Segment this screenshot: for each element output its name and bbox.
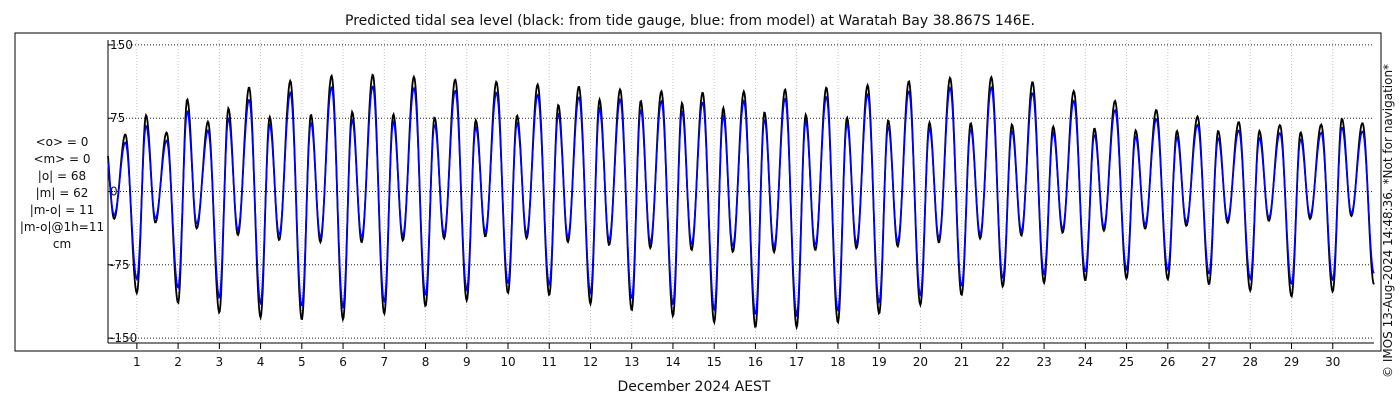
x-tick-label: 5 — [298, 355, 306, 369]
y-tick-label: 150 — [110, 38, 133, 52]
x-tick-label: 9 — [463, 355, 471, 369]
plot-area — [107, 73, 1375, 331]
x-tick-label: 22 — [995, 355, 1010, 369]
x-tick-label: 30 — [1325, 355, 1340, 369]
y-tick-label: -75 — [110, 258, 130, 272]
stat-mean-model: <m> = 0 — [33, 152, 90, 166]
x-axis-label: December 2024 AEST — [618, 379, 771, 395]
x-tick-label: 12 — [583, 355, 598, 369]
x-tick-label: 11 — [542, 355, 557, 369]
y-tick-label: 75 — [110, 111, 125, 125]
x-tick-label: 1 — [133, 355, 141, 369]
x-tick-label: 4 — [257, 355, 265, 369]
side-note: © IMOS 13-Aug-2024 14:48:36. *Not for na… — [1381, 64, 1395, 378]
series-line-model — [107, 85, 1375, 318]
stats-panel: <o> = 0 <m> = 0 |o| = 68 |m| = 62 |m-o| … — [20, 135, 104, 251]
series-line-observed — [107, 73, 1375, 331]
x-tick-label: 23 — [1036, 355, 1051, 369]
y-tick-label: 0 — [110, 185, 118, 199]
x-tick-label: 27 — [1201, 355, 1216, 369]
stat-abs-diff: |m-o| = 11 — [30, 203, 95, 217]
x-tick-label: 3 — [216, 355, 224, 369]
x-tick-label: 2 — [174, 355, 182, 369]
stat-abs-model: |m| = 62 — [36, 186, 89, 200]
x-tick-label: 25 — [1119, 355, 1134, 369]
stat-abs-diff-1h: |m-o|@1h=11 — [20, 220, 104, 234]
x-tick-label: 20 — [913, 355, 928, 369]
x-tick-label: 8 — [422, 355, 430, 369]
chart-title: Predicted tidal sea level (black: from t… — [345, 13, 1035, 29]
x-tick-label: 7 — [380, 355, 388, 369]
x-tick-label: 13 — [624, 355, 639, 369]
x-tick-label: 6 — [339, 355, 347, 369]
y-tick-label: -150 — [110, 331, 137, 345]
outer-frame — [14, 32, 1382, 352]
x-tick-label: 19 — [872, 355, 887, 369]
x-tick-label: 18 — [830, 355, 845, 369]
stat-abs-obs: |o| = 68 — [38, 169, 86, 183]
x-tick-label: 21 — [954, 355, 969, 369]
x-tick-label: 24 — [1078, 355, 1093, 369]
x-tick-label: 10 — [500, 355, 515, 369]
x-tick-label: 16 — [748, 355, 763, 369]
stat-mean-obs: <o> = 0 — [36, 135, 89, 149]
x-tick-label: 17 — [789, 355, 804, 369]
x-tick-label: 29 — [1284, 355, 1299, 369]
stat-unit: cm — [53, 237, 71, 251]
grid — [108, 40, 1374, 343]
x-tick-label: 26 — [1160, 355, 1175, 369]
x-tick-label: 14 — [665, 355, 680, 369]
x-tick-label: 28 — [1243, 355, 1258, 369]
x-tick-label: 15 — [707, 355, 722, 369]
